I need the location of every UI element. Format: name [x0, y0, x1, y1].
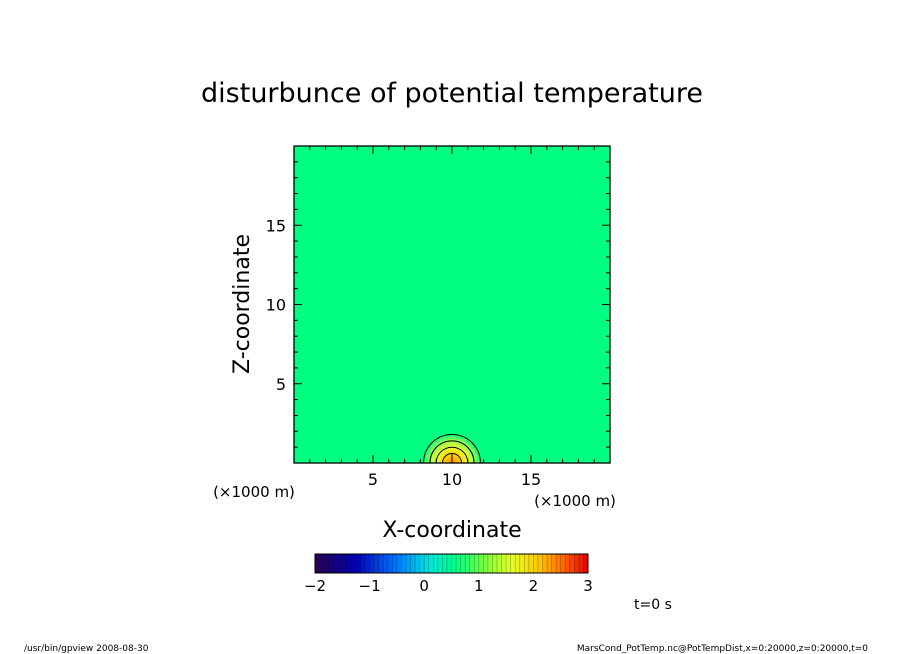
colorbar-cell — [506, 554, 511, 573]
colorbar-cell — [556, 554, 561, 573]
colorbar-cell — [324, 554, 329, 573]
colorbar-cell — [401, 554, 407, 573]
colorbar-cell — [456, 554, 461, 573]
colorbar-cell — [315, 554, 320, 573]
colorbar-cell — [355, 554, 361, 573]
colorbar-cell — [537, 554, 543, 573]
colorbar-cell — [437, 554, 443, 573]
colorbar-cell — [524, 554, 530, 573]
colorbar-cell — [533, 554, 539, 573]
y-tick-label: 10 — [266, 296, 286, 315]
colorbar-cell — [510, 554, 516, 573]
colorbar-cell — [374, 554, 379, 573]
x-tick-label: 10 — [442, 470, 462, 489]
y-unit-label: (×1000 m) — [213, 483, 295, 501]
colorbar-tick-label: −1 — [359, 577, 381, 595]
y-axis-label: Z-coordinate — [230, 234, 255, 374]
colorbar-cell — [378, 554, 384, 573]
colorbar-cell — [474, 554, 480, 573]
footer-left: /usr/bin/gpview 2008-08-30 — [24, 644, 149, 654]
colorbar-cell — [501, 554, 507, 573]
colorbar-cell — [483, 554, 489, 573]
colorbar-cell — [392, 554, 398, 573]
time-label: t=0 s — [634, 597, 672, 613]
colorbar-cell — [487, 554, 493, 573]
colorbar-cell — [519, 554, 525, 573]
colorbar-cell — [410, 554, 416, 573]
contour-line — [429, 440, 475, 463]
colorbar-cell — [428, 554, 434, 573]
colorbar-cell — [492, 554, 498, 573]
axis-ticks — [294, 146, 610, 463]
colorbar-tick-label: 0 — [419, 577, 429, 595]
chart-title: disturbunce of potential temperature — [201, 78, 703, 109]
colorbar-cell — [565, 554, 571, 573]
colorbar-cell — [583, 554, 589, 573]
colorbar-cell — [319, 554, 325, 573]
contour-line — [435, 446, 469, 463]
colorbar-cell — [328, 554, 334, 573]
colorbar-cell — [351, 554, 357, 573]
colorbar-cell — [369, 554, 375, 573]
plot-area — [294, 146, 610, 463]
y-tick-label: 5 — [276, 375, 286, 394]
colorbar-cell — [415, 554, 420, 573]
colorbar-tick-label: 3 — [583, 577, 593, 595]
x-unit-label: (×1000 m) — [534, 492, 616, 510]
colorbar-tick-label: 2 — [529, 577, 539, 595]
colorbar-cell — [460, 554, 466, 573]
colorbar-cell — [342, 554, 348, 573]
colorbar-cell — [497, 554, 502, 573]
colorbar-tick-label: −2 — [304, 577, 326, 595]
colorbar-cell — [424, 554, 430, 573]
colorbar-cell — [528, 554, 534, 573]
colorbar-cell — [333, 554, 339, 573]
x-axis-label: X-coordinate — [382, 518, 521, 543]
colorbar-cell — [574, 554, 580, 573]
colorbar-cell — [469, 554, 475, 573]
colorbar-cell — [419, 554, 425, 573]
colorbar-cell — [442, 554, 448, 573]
x-tick-label: 5 — [368, 470, 378, 489]
colorbar-cell — [360, 554, 366, 573]
colorbar-cell — [560, 554, 566, 573]
colorbar-cell — [387, 554, 393, 573]
x-tick-label: 15 — [521, 470, 541, 489]
colorbar-cell — [406, 554, 411, 573]
colorbar-cell — [515, 554, 521, 573]
colorbar-cell — [542, 554, 548, 573]
colorbar-cell — [433, 554, 439, 573]
colorbar-cell — [451, 554, 457, 573]
colorbar-cell — [551, 554, 557, 573]
colorbar — [314, 554, 589, 573]
colorbar-cell — [478, 554, 484, 573]
colorbar-cell — [465, 554, 470, 573]
colorbar-cell — [383, 554, 389, 573]
colorbar-cell — [446, 554, 452, 573]
colorbar-frame — [314, 553, 589, 574]
colorbar-cell — [547, 554, 552, 573]
colorbar-tick-label: 1 — [474, 577, 484, 595]
colorbar-cell — [346, 554, 352, 573]
colorbar-cell — [578, 554, 584, 573]
footer-right: MarsCond_PotTemp.nc@PotTempDist,x=0:2000… — [577, 644, 868, 654]
y-tick-label: 15 — [266, 216, 286, 235]
colorbar-cell — [396, 554, 402, 573]
colorbar-cell — [569, 554, 575, 573]
colorbar-cell — [365, 554, 370, 573]
colorbar-cell — [337, 554, 343, 573]
